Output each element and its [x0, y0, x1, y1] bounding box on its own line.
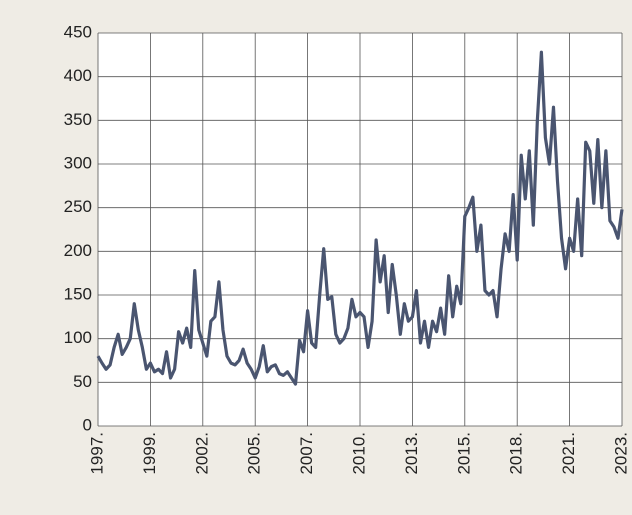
- data-line: [96, 50, 624, 386]
- y-tick-label: 350: [64, 110, 92, 129]
- x-tick-label: 2023.: [611, 432, 630, 475]
- x-tick-label: 2015.: [454, 432, 473, 475]
- x-tick-label: 2005.: [245, 432, 264, 475]
- y-tick-label: 450: [64, 22, 92, 41]
- y-tick-label: 0: [83, 415, 92, 434]
- y-tick-label: 300: [64, 153, 92, 172]
- y-tick-label: 400: [64, 66, 92, 85]
- x-tick-label: 1997.: [87, 432, 106, 475]
- x-tick-label: 2002.: [192, 432, 211, 475]
- x-tick-label: 2010.: [349, 432, 368, 475]
- x-tick-label: 1999.: [140, 432, 159, 475]
- x-tick-label: 2021.: [559, 432, 578, 475]
- y-tick-label: 100: [64, 328, 92, 347]
- y-tick-label: 200: [64, 241, 92, 260]
- y-tick-label: 150: [64, 284, 92, 303]
- x-tick-label: 2013.: [402, 432, 421, 475]
- y-tick-label: 250: [64, 197, 92, 216]
- y-tick-label: 50: [73, 372, 92, 391]
- x-tick-label: 2018.: [507, 432, 526, 475]
- x-tick-label: 2007.: [297, 432, 316, 475]
